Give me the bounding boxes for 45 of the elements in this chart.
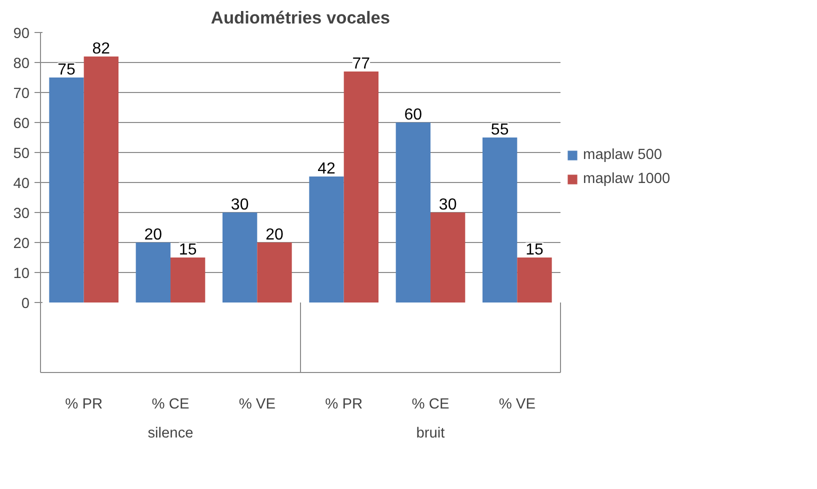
chart-title: Audiométries vocales bbox=[210, 8, 390, 28]
text: silence bbox=[148, 426, 194, 442]
bar bbox=[430, 212, 466, 302]
bar bbox=[49, 78, 84, 302]
y-tick-label: 80 bbox=[13, 56, 30, 72]
x-tick-label: % VE bbox=[238, 396, 276, 412]
y-tick-label: 0 bbox=[21, 296, 30, 312]
bar bbox=[170, 258, 206, 302]
data-label: 55 bbox=[490, 122, 509, 138]
x-tick-label: % PR bbox=[65, 396, 103, 412]
x-tick-label: % VE bbox=[498, 396, 536, 412]
data-label: 75 bbox=[58, 62, 76, 78]
x-tick-label: % CE bbox=[152, 396, 190, 412]
bar bbox=[136, 242, 170, 302]
x-tick-label: % CE bbox=[412, 396, 450, 412]
y-tick-label: 70 bbox=[13, 86, 30, 102]
data-label: 30 bbox=[438, 196, 457, 214]
data-label: 15 bbox=[526, 242, 544, 258]
data-label: 20 bbox=[144, 226, 162, 244]
data-label: 20 bbox=[266, 226, 284, 244]
y-tick-label: 20 bbox=[13, 236, 30, 252]
data-label: 82 bbox=[92, 40, 110, 58]
bar bbox=[482, 138, 518, 302]
y-tick-label: 40 bbox=[13, 176, 30, 192]
data-label: 60 bbox=[404, 106, 422, 124]
y-tick-label: 10 bbox=[13, 266, 30, 282]
bar bbox=[222, 212, 258, 302]
data-label: 77 bbox=[352, 56, 370, 72]
data-label: 30 bbox=[230, 196, 249, 214]
data-label: 15 bbox=[178, 242, 197, 258]
bar bbox=[344, 72, 378, 302]
data-label: 42 bbox=[318, 160, 336, 178]
y-tick-label: 30 bbox=[13, 206, 30, 222]
bar bbox=[257, 242, 292, 302]
y-tick-label: 50 bbox=[13, 146, 30, 162]
bar bbox=[396, 122, 430, 302]
bar bbox=[517, 258, 552, 302]
y-tick-label: 90 bbox=[13, 26, 30, 42]
legend-label: maplaw 500 bbox=[583, 147, 664, 163]
bar bbox=[84, 56, 118, 302]
y-tick-label: 60 bbox=[13, 116, 30, 132]
x-tick-label: % PR bbox=[325, 396, 363, 412]
legend-label: maplaw 1000 bbox=[583, 171, 672, 187]
bar bbox=[309, 176, 344, 302]
text: bruit bbox=[416, 426, 445, 442]
